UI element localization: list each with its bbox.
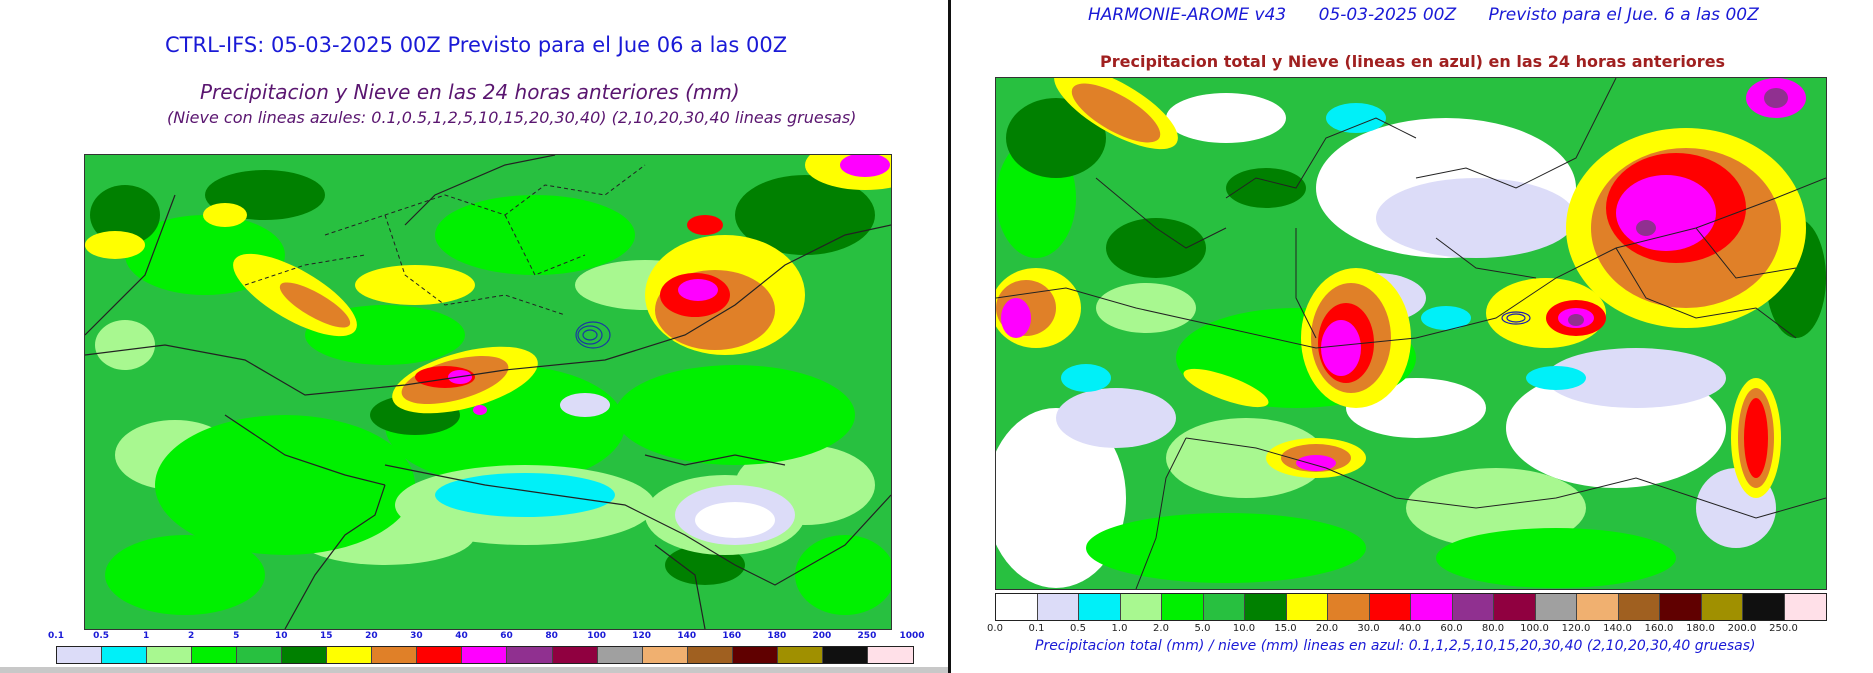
harmonie-colorbar-swatch bbox=[1037, 594, 1079, 620]
ifs-colorbar-swatch bbox=[192, 647, 238, 663]
harmonie-colorbar-swatch bbox=[1411, 594, 1453, 620]
ifs-colorbar-tick-label: 200 bbox=[812, 631, 832, 641]
ifs-colorbar-tick-label: 100 bbox=[587, 631, 607, 641]
harmonie-colorbar-swatch bbox=[1203, 594, 1245, 620]
harmonie-colorbar-swatch bbox=[996, 594, 1038, 620]
ifs-colorbar-tick-label: 0.1 bbox=[48, 631, 64, 641]
ifs-colorbar-swatch bbox=[282, 647, 328, 663]
ifs-colorbar-tick-label: 250 bbox=[857, 631, 877, 641]
harmonie-colorbar-tick-label: 20.0 bbox=[1315, 623, 1339, 634]
ifs-colorbar-swatch bbox=[372, 647, 418, 663]
ifs-colorbar-swatch bbox=[237, 647, 283, 663]
ifs-colorbar-tick-label: 180 bbox=[767, 631, 787, 641]
ifs-colorbar-swatch bbox=[732, 647, 778, 663]
horizontal-scrollbar[interactable] bbox=[0, 667, 948, 673]
harmonie-colorbar-swatch bbox=[1618, 594, 1660, 620]
harmonie-colorbar-tick-label: 1.0 bbox=[1111, 623, 1128, 634]
harmonie-colorbar bbox=[995, 593, 1827, 621]
harmonie-colorbar-tick-label: 180.0 bbox=[1686, 623, 1715, 634]
harmonie-colorbar-tick-label: 60.0 bbox=[1440, 623, 1463, 634]
ifs-colorbar-tick-label: 2 bbox=[188, 631, 195, 641]
panel-divider bbox=[948, 0, 951, 673]
ifs-colorbar-swatch bbox=[867, 647, 913, 663]
harmonie-colorbar-ticks: 0.0 0.1 0.5 1.0 2.0 5.0 10.0 15.0 20.0 30.0 40.0 60… bbox=[987, 623, 1825, 635]
harmonie-colorbar-swatch bbox=[1743, 594, 1785, 620]
harmonie-colorbar-tick-label: 100.0 bbox=[1520, 623, 1549, 634]
ifs-colorbar-tick-label: 120 bbox=[632, 631, 652, 641]
harmonie-colorbar-swatch bbox=[1328, 594, 1370, 620]
harmonie-colorbar-swatch bbox=[1162, 594, 1204, 620]
ifs-colorbar-tick-label: 1000 bbox=[899, 631, 925, 641]
harmonie-colorbar-swatch bbox=[1535, 594, 1577, 620]
harmonie-colorbar-swatch bbox=[1286, 594, 1328, 620]
ifs-panel: CTRL-IFS: 05-03-2025 00Z Previsto para e… bbox=[0, 33, 948, 673]
harmonie-colorbar-swatch bbox=[1079, 594, 1121, 620]
harmonie-colorbar-tick-label: 160.0 bbox=[1644, 623, 1674, 634]
harmonie-colorbar-tick-label: 30.0 bbox=[1357, 623, 1380, 634]
ifs-colorbar-tick-label: 20 bbox=[365, 631, 378, 641]
ifs-colorbar-tick-label: 140 bbox=[677, 631, 697, 641]
ifs-colorbar-swatch bbox=[327, 647, 373, 663]
ifs-colorbar-tick-label: 1 bbox=[142, 631, 150, 641]
harmonie-subtitle: Precipitacion total y Nieve (lineas en a… bbox=[1100, 52, 1726, 71]
harmonie-precipitation-map bbox=[995, 77, 1827, 590]
harmonie-colorbar-swatch bbox=[1369, 594, 1411, 620]
ifs-colorbar-tick-label: 30 bbox=[410, 631, 423, 641]
harmonie-colorbar-swatch bbox=[1784, 594, 1826, 620]
ifs-colorbar-tick-label: 10 bbox=[274, 631, 288, 641]
harmonie-colorbar-tick-label: 10.0 bbox=[1232, 623, 1256, 634]
harmonie-colorbar-tick-label: 80.0 bbox=[1481, 623, 1505, 634]
ifs-colorbar-swatch bbox=[507, 647, 553, 663]
ifs-colorbar-tick-label: 15 bbox=[320, 631, 333, 641]
harmonie-colorbar-swatch bbox=[1701, 594, 1743, 620]
harmonie-colorbar-tick-label: 5.0 bbox=[1194, 623, 1211, 634]
ifs-colorbar-tick-label: 80 bbox=[545, 631, 558, 641]
harmonie-colorbar-tick-label: 250.0 bbox=[1769, 623, 1798, 634]
ifs-subtitle: Precipitacion y Nieve en las 24 horas an… bbox=[200, 80, 740, 104]
harmonie-colorbar-swatch bbox=[1577, 594, 1619, 620]
harmonie-colorbar-swatch bbox=[1120, 594, 1162, 620]
ifs-colorbar-tick-label: 40 bbox=[455, 631, 468, 641]
harmonie-colorbar-swatch bbox=[1494, 594, 1536, 620]
ifs-snow-note: (Nieve con lineas azules: 0.1,0.5,1,2,5,… bbox=[167, 108, 857, 127]
ifs-colorbar-swatch bbox=[777, 647, 823, 663]
harmonie-colorbar-swatch bbox=[1452, 594, 1494, 620]
ifs-colorbar-tick-label: 160 bbox=[722, 631, 742, 641]
ifs-title: CTRL-IFS: 05-03-2025 00Z Previsto para e… bbox=[165, 33, 788, 57]
harmonie-caption: Precipitacion total (mm) / nieve (mm) li… bbox=[1035, 638, 1756, 654]
ifs-colorbar-swatch bbox=[597, 647, 643, 663]
harmonie-title: HARMONIE-AROME v43 05-03-2025 00Z Previs… bbox=[1088, 5, 1759, 25]
ifs-colorbar-tick-label: 0.5 bbox=[93, 631, 110, 641]
ifs-colorbar-swatch bbox=[642, 647, 688, 663]
ifs-colorbar bbox=[56, 646, 914, 664]
ifs-colorbar-swatch bbox=[462, 647, 508, 663]
ifs-colorbar-tick-label: 5 bbox=[233, 631, 240, 641]
ifs-colorbar-tick-label: 60 bbox=[500, 631, 513, 641]
ifs-colorbar-swatch bbox=[822, 647, 868, 663]
harmonie-colorbar-tick-label: 40.0 bbox=[1398, 623, 1422, 634]
ifs-colorbar-ticks: 0.1 0.5 1 2 5 10 15 20 30 40 60 80 100 120 140 160 180 20… bbox=[48, 631, 925, 643]
ifs-colorbar-swatch bbox=[687, 647, 733, 663]
harmonie-colorbar-tick-label: 0.5 bbox=[1070, 623, 1086, 634]
harmonie-colorbar-swatch bbox=[1660, 594, 1702, 620]
harmonie-colorbar-tick-label: 15.0 bbox=[1274, 623, 1297, 634]
ifs-colorbar-swatch bbox=[102, 647, 148, 663]
ifs-colorbar-swatch bbox=[417, 647, 463, 663]
ifs-colorbar-swatch bbox=[552, 647, 598, 663]
harmonie-colorbar-tick-label: 120.0 bbox=[1561, 623, 1591, 634]
harmonie-colorbar-tick-label: 2.0 bbox=[1153, 623, 1169, 634]
harmonie-colorbar-tick-label: 200.0 bbox=[1727, 623, 1757, 634]
ifs-colorbar-swatch bbox=[147, 647, 193, 663]
harmonie-colorbar-tick-label: 140.0 bbox=[1603, 623, 1632, 634]
ifs-colorbar-swatch bbox=[57, 647, 103, 663]
harmonie-colorbar-tick-label: 0.0 bbox=[987, 623, 1003, 634]
harmonie-colorbar-swatch bbox=[1245, 594, 1287, 620]
ifs-precipitation-map bbox=[84, 154, 892, 630]
harmonie-panel: HARMONIE-AROME v43 05-03-2025 00Z Previs… bbox=[952, 0, 1873, 673]
harmonie-colorbar-tick-label: 0.1 bbox=[1028, 623, 1045, 634]
